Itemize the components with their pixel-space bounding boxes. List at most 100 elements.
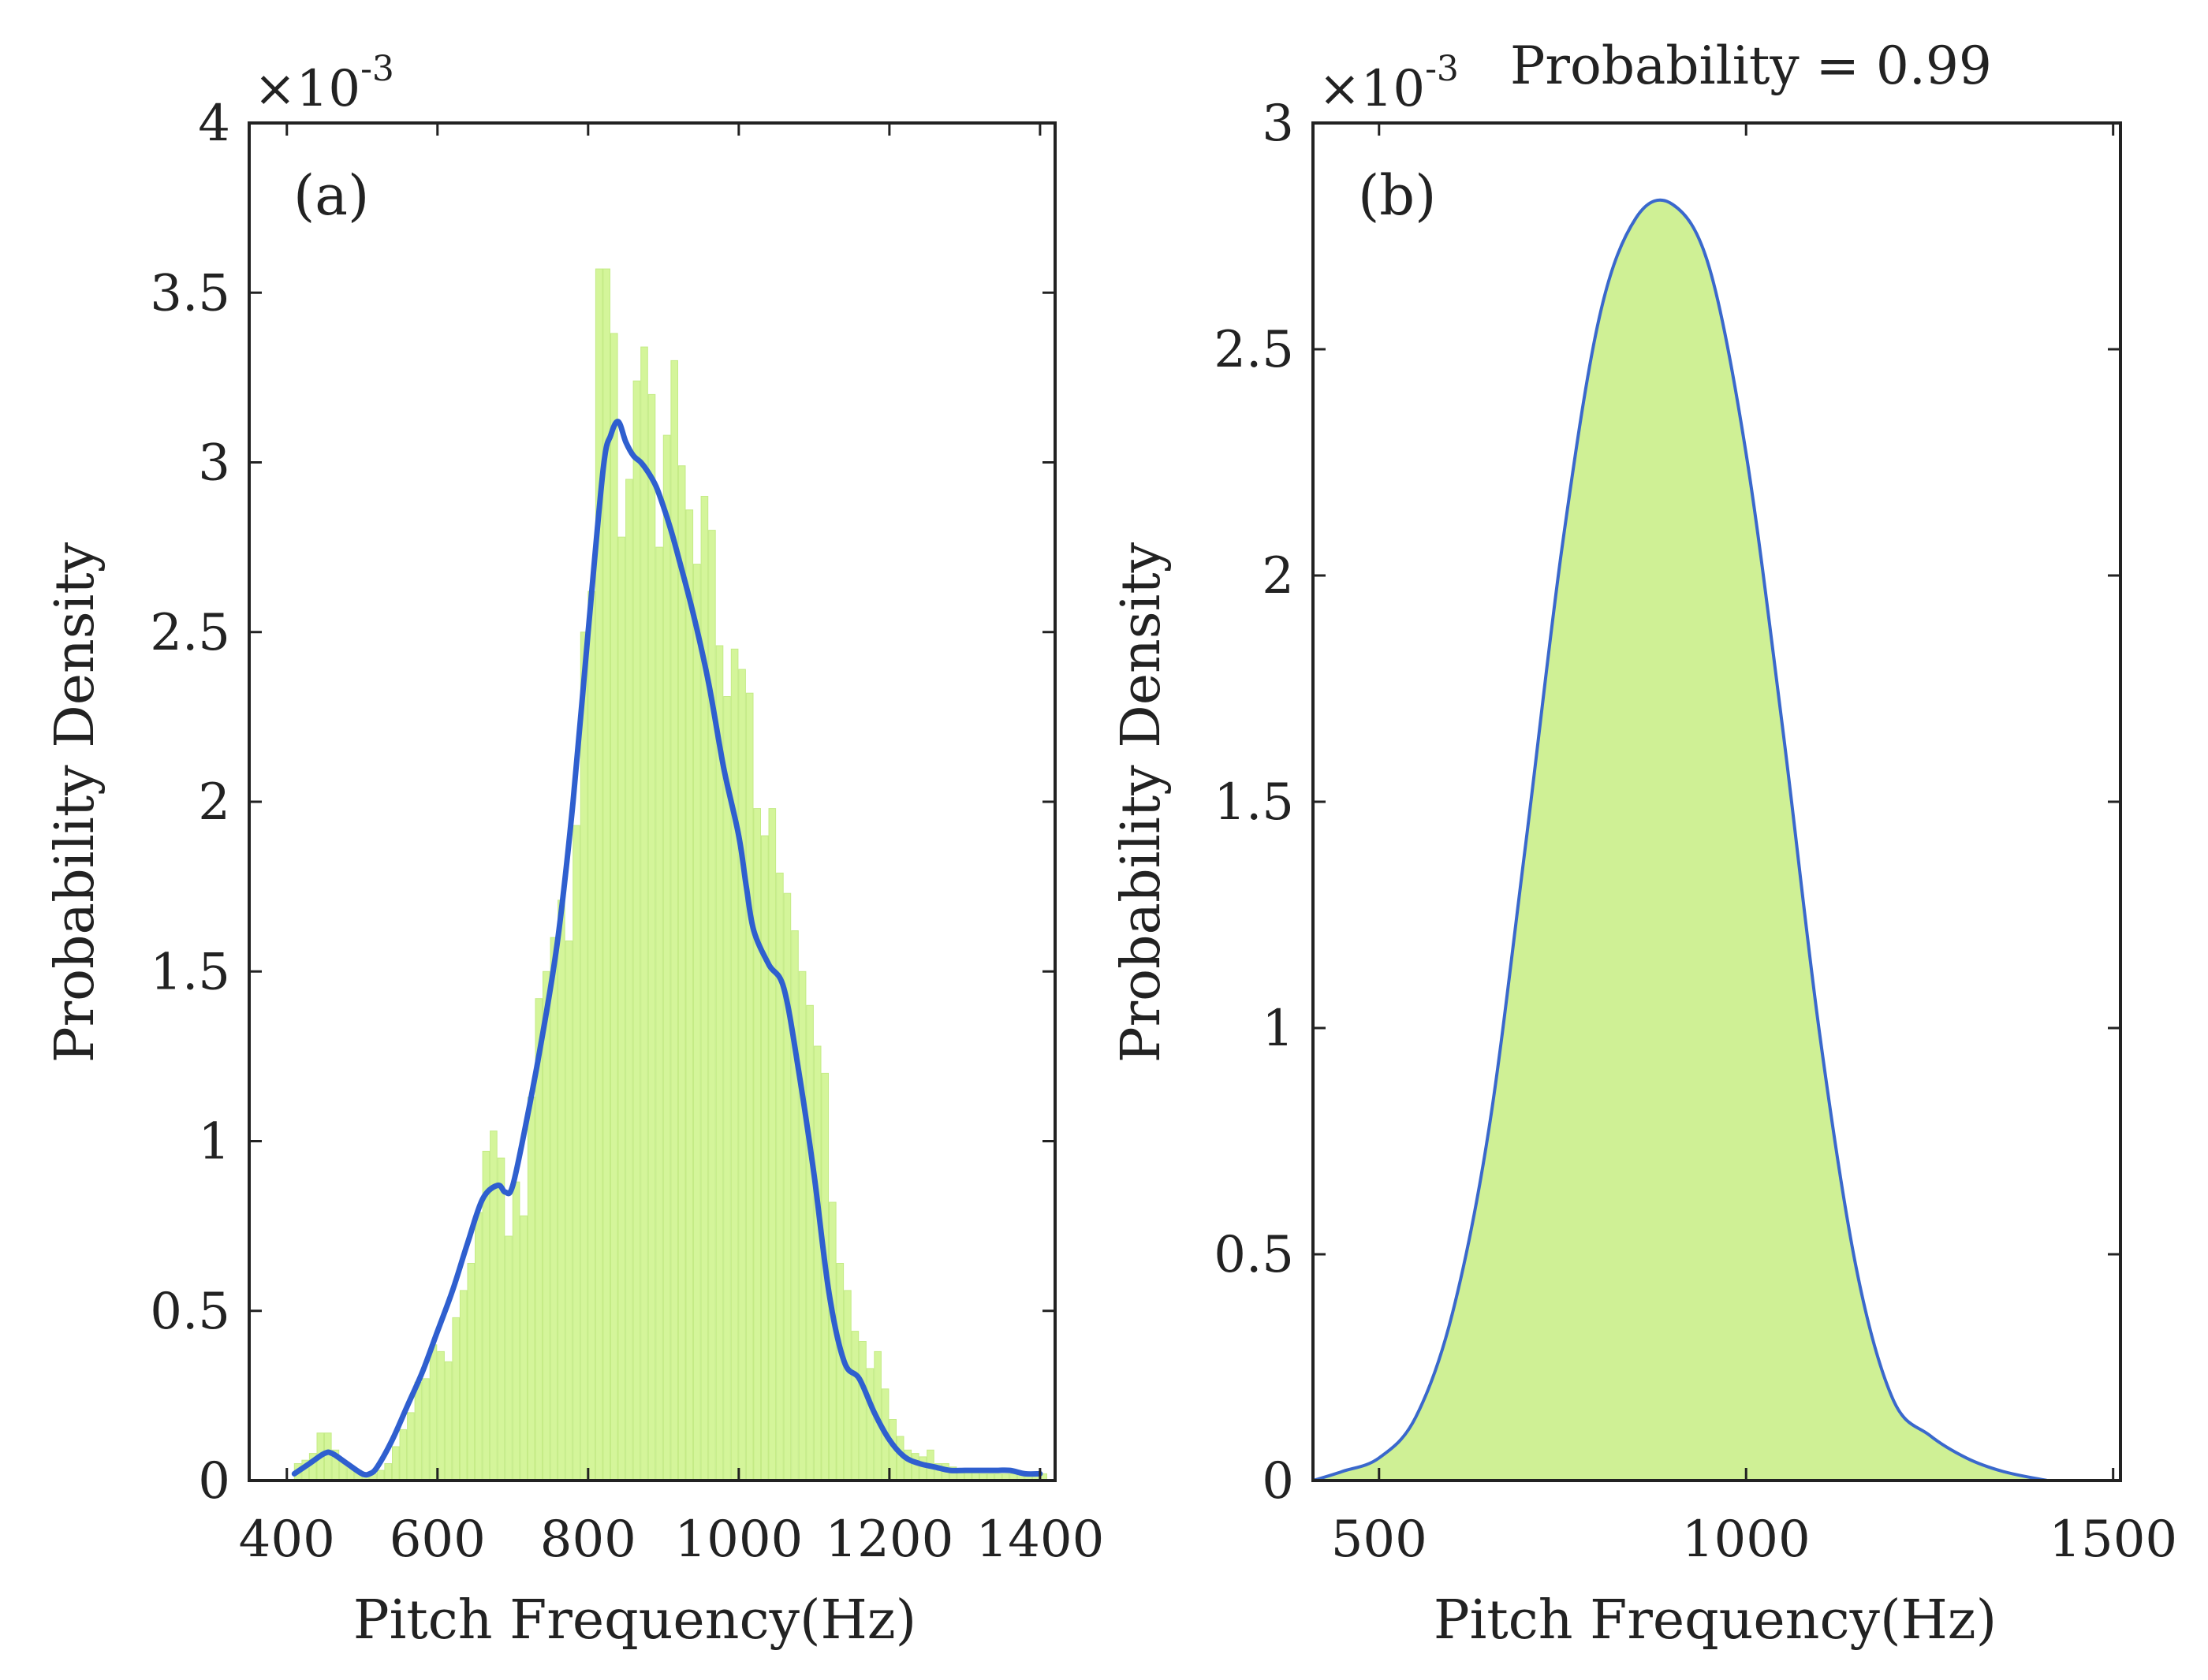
a-hist-bar: [836, 1263, 845, 1481]
b-x-tick-label: 1500: [2049, 1511, 2177, 1569]
a-hist-bar: [647, 393, 656, 1481]
a-hist-bar: [610, 333, 618, 1481]
a-hist-bar: [414, 1381, 423, 1481]
a-y-tick-label: 3.5: [150, 264, 230, 322]
a-hist-bar: [662, 434, 671, 1481]
a-hist-bar: [565, 941, 573, 1481]
a-y-tick-label: 1.5: [150, 943, 230, 1001]
a-hist-bar: [399, 1429, 408, 1481]
a-hist-bar: [640, 346, 648, 1481]
a-hist-bar: [768, 808, 777, 1481]
a-hist-bar: [859, 1341, 867, 1481]
a-x-tick-label: 1000: [674, 1511, 803, 1569]
a-x-tick-label: 600: [390, 1511, 486, 1569]
a-hist-bar: [745, 692, 754, 1481]
a-hist-bar: [527, 1097, 535, 1481]
a-y-tick-label: 2: [198, 773, 230, 832]
a-y-exponent-base: ×10: [254, 60, 360, 118]
b-y-exponent-power: -3: [1425, 49, 1459, 89]
a-hist-bar: [617, 536, 626, 1481]
a-hist-bar: [753, 808, 762, 1481]
a-hist-bar: [632, 380, 641, 1481]
a-y-exponent: ×10-3: [254, 49, 394, 118]
a-y-tick-label: 2.5: [150, 604, 230, 662]
a-hist-bar: [919, 1456, 927, 1481]
a-hist-bar: [851, 1331, 860, 1481]
panel-a: 00.511.522.533.54 400 600 800 1000 1200 1400 …: [44, 49, 1104, 1652]
a-y-tick-label: 0.5: [150, 1283, 230, 1341]
a-panel-label: (a): [293, 163, 369, 228]
a-hist-bar: [761, 835, 769, 1481]
a-x-axis-label: Pitch Frequency(Hz): [353, 1589, 916, 1652]
b-x-tick-label: 500: [1331, 1511, 1427, 1569]
b-x-tick-label: 1000: [1682, 1511, 1811, 1569]
a-hist-bar: [844, 1290, 852, 1481]
a-hist-bar: [505, 1235, 513, 1481]
a-hist-bar: [708, 530, 716, 1481]
panel-b: 0 0.5 1 1.5 2 2.5 3 500 1000 1500 (b) ×10-3 Prob…: [1110, 35, 2177, 1652]
b-y-ticks: 0 0.5 1 1.5 2 2.5 3: [1214, 95, 2120, 1511]
a-y-exponent-power: -3: [360, 49, 394, 89]
b-y-exponent-base: ×10: [1318, 60, 1425, 118]
a-hist-bar: [783, 892, 792, 1481]
a-hist-bar: [655, 546, 663, 1481]
a-hist-bar: [475, 1212, 483, 1481]
a-hist-bar: [429, 1344, 438, 1481]
a-histogram-bars: [293, 268, 1048, 1481]
a-hist-bar: [693, 564, 701, 1481]
a-x-ticks: 400 600 800 1000 1200 1400: [239, 123, 1104, 1569]
a-hist-bar: [512, 1181, 520, 1481]
a-hist-bar: [452, 1317, 461, 1481]
a-hist-bar: [730, 648, 739, 1481]
a-hist-bar: [866, 1368, 875, 1481]
b-x-ticks: 500 1000 1500: [1331, 123, 2177, 1569]
a-hist-bar: [573, 825, 580, 1481]
a-hist-bar: [813, 1045, 822, 1481]
a-y-ticks: 0 0.5 1 1.5 2 2.5 3 3.5 4: [150, 95, 1055, 1511]
b-y-tick-label: 1.5: [1214, 773, 1294, 832]
a-hist-bar: [324, 1432, 332, 1481]
a-hist-bar: [459, 1290, 468, 1481]
a-x-tick-label: 1400: [975, 1511, 1104, 1569]
a-y-tick-label: 3: [198, 434, 230, 493]
b-x-axis-label: Pitch Frequency(Hz): [1434, 1589, 1997, 1652]
a-hist-bar: [791, 930, 799, 1481]
a-y-tick-label: 0: [198, 1452, 230, 1511]
a-hist-bar: [829, 1201, 837, 1481]
b-y-tick-label: 2.5: [1214, 321, 1294, 379]
a-hist-bar: [422, 1378, 430, 1481]
a-hist-bar: [738, 669, 746, 1481]
a-hist-bar: [437, 1350, 445, 1481]
a-hist-bar: [580, 631, 588, 1481]
a-y-tick-label: 1: [198, 1113, 230, 1172]
b-y-tick-label: 3: [1262, 95, 1294, 153]
a-hist-bar: [520, 1215, 528, 1481]
a-hist-bar: [497, 1157, 505, 1481]
a-hist-bar: [444, 1361, 453, 1481]
a-x-tick-label: 1200: [825, 1511, 953, 1569]
a-hist-bar: [723, 696, 731, 1481]
a-y-axis-label: Probability Density: [44, 542, 106, 1063]
b-y-tick-label: 0.5: [1214, 1226, 1294, 1284]
a-hist-bar: [798, 970, 807, 1481]
b-panel-label: (b): [1358, 163, 1436, 228]
a-hist-bar: [685, 509, 694, 1481]
a-hist-bar: [543, 970, 550, 1481]
a-hist-bar: [467, 1263, 476, 1481]
a-hist-bar: [550, 937, 558, 1481]
a-hist-bar: [384, 1463, 392, 1481]
a-hist-bar: [776, 872, 784, 1481]
a-x-tick-label: 800: [540, 1511, 636, 1569]
b-y-tick-label: 2: [1262, 547, 1294, 605]
a-density-curve: [291, 419, 1043, 1478]
b-y-exponent: ×10-3: [1318, 49, 1459, 118]
a-hist-bar: [677, 465, 686, 1481]
b-y-tick-label: 0: [1262, 1452, 1294, 1511]
b-y-axis-label: Probability Density: [1110, 542, 1173, 1063]
a-hist-bar: [407, 1412, 415, 1481]
a-hist-bar: [595, 268, 603, 1481]
a-hist-bar: [587, 590, 595, 1481]
a-x-tick-label: 400: [239, 1511, 335, 1569]
b-chart-title: Probability = 0.99: [1510, 35, 1992, 96]
a-hist-bar: [625, 479, 633, 1481]
